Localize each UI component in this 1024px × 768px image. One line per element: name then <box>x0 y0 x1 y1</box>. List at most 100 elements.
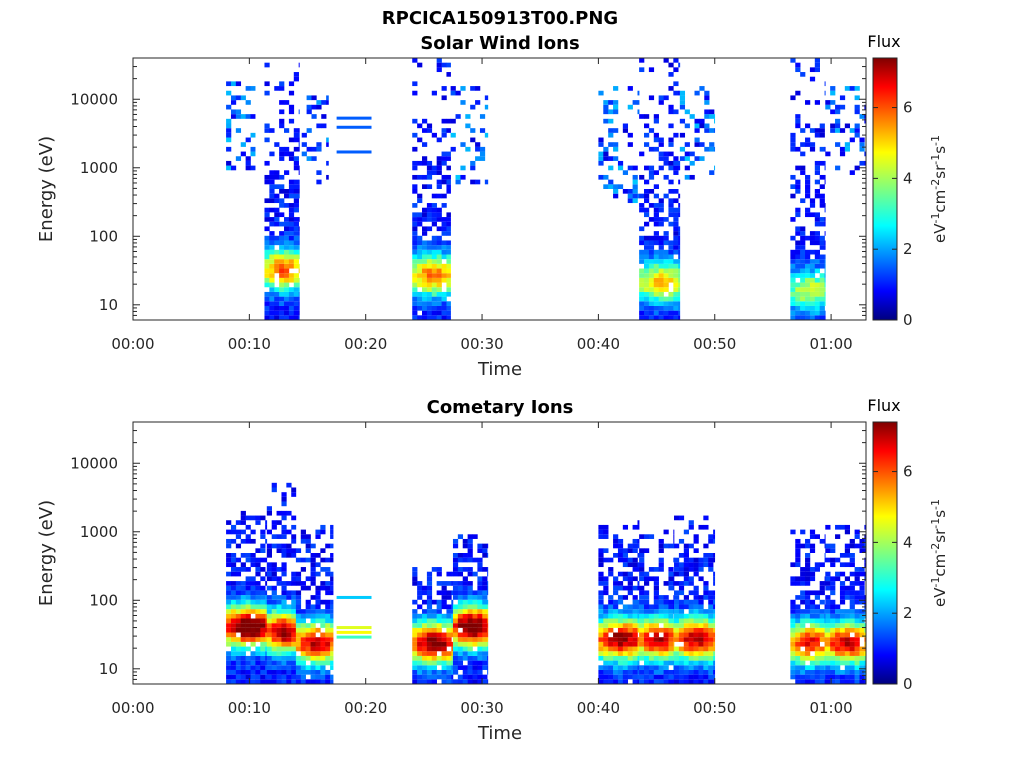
heatmap-cell <box>703 590 709 596</box>
heatmap-cell <box>482 548 488 553</box>
heatmap-cell <box>658 674 664 680</box>
heatmap-cell <box>441 590 447 596</box>
heatmap-cell <box>622 655 629 661</box>
heatmap-cell <box>688 669 694 675</box>
heatmap-cell <box>613 669 619 675</box>
heatmap-cell <box>330 609 334 614</box>
heatmap-cell <box>668 151 674 157</box>
heatmap-cell <box>310 623 316 628</box>
heatmap-cell <box>477 655 483 661</box>
heatmap-cell <box>266 585 272 591</box>
heatmap-cell <box>693 623 699 628</box>
heatmap-cell <box>814 641 820 647</box>
heatmap-cell <box>653 203 659 208</box>
heatmap-cell <box>422 174 428 180</box>
heatmap-cell <box>849 543 855 549</box>
heatmap-cell <box>824 627 826 633</box>
heatmap-cell <box>608 165 614 171</box>
heatmap-cell <box>864 118 867 124</box>
heatmap-cell <box>800 170 806 175</box>
heatmap-cell <box>708 567 714 572</box>
heatmap-cell <box>310 553 316 558</box>
heatmap-cell <box>250 585 256 591</box>
heatmap-cell <box>482 590 488 596</box>
heatmap-cell <box>286 646 292 652</box>
heatmap-cell <box>284 249 290 255</box>
heatmap-cell <box>805 291 811 297</box>
heatmap-cell <box>622 627 629 633</box>
heatmap-cell <box>291 590 297 596</box>
heatmap-cell <box>658 310 664 316</box>
heatmap-cell <box>412 203 418 208</box>
heatmap-cell <box>688 641 694 647</box>
heatmap-cell <box>279 86 285 91</box>
heatmap-cell <box>310 632 316 638</box>
heatmap-cell <box>436 296 442 302</box>
heatmap-cell <box>668 632 674 638</box>
heatmap-cell <box>284 189 290 194</box>
heatmap-cell <box>293 249 299 255</box>
heatmap-cell <box>462 595 468 600</box>
heatmap-cell <box>240 604 246 610</box>
heatmap-cell <box>279 310 285 316</box>
heatmap-cell <box>446 165 451 171</box>
heatmap-cell <box>598 562 604 568</box>
heatmap-cell <box>824 287 826 292</box>
heatmap-cell <box>422 646 428 652</box>
heatmap-cell <box>683 581 689 586</box>
x-tick-label: 00:50 <box>693 335 736 353</box>
colorbar <box>872 57 898 321</box>
heatmap-cell <box>839 524 846 530</box>
heatmap-cell <box>265 623 268 628</box>
heatmap-cell <box>644 240 650 246</box>
heatmap-cell <box>668 641 674 647</box>
heatmap-cell <box>598 669 604 675</box>
heatmap-cell <box>291 534 297 539</box>
heatmap-cell <box>446 231 451 236</box>
heatmap-cell <box>653 235 659 241</box>
heatmap-cell <box>790 259 796 264</box>
heatmap-cell <box>477 641 483 647</box>
heatmap-cell <box>417 651 423 656</box>
heatmap-cell <box>412 623 418 628</box>
heatmap-cell <box>477 567 483 572</box>
heatmap-cell <box>240 669 246 675</box>
heatmap-cell <box>674 613 680 619</box>
heatmap-cell <box>648 655 655 661</box>
heatmap-cell <box>603 100 609 105</box>
heatmap-cell <box>824 674 826 680</box>
heatmap-cell <box>835 627 841 633</box>
heatmap-cell <box>639 618 645 624</box>
heatmap-cell <box>658 613 664 619</box>
heatmap-cell <box>412 287 418 292</box>
heatmap-cell <box>279 273 285 278</box>
heatmap-cell <box>271 646 277 652</box>
heatmap-cell <box>809 604 816 610</box>
heatmap-cell <box>436 310 442 316</box>
heatmap-cell <box>835 118 841 124</box>
heatmap-cell <box>260 646 266 652</box>
heatmap-cell <box>849 170 855 175</box>
heatmap-cell <box>457 641 464 647</box>
heatmap-cell <box>300 665 306 670</box>
heatmap-cell <box>819 132 825 138</box>
heatmap-cell <box>809 627 816 633</box>
heatmap-cell <box>325 641 331 647</box>
heatmap-cell <box>678 179 681 185</box>
heatmap-cell <box>240 651 246 656</box>
heatmap-cell <box>245 665 251 670</box>
heatmap-cell <box>264 245 270 250</box>
heatmap-cell <box>250 132 256 138</box>
heatmap-cell <box>240 599 246 605</box>
heatmap-cell <box>316 100 322 105</box>
heatmap-cell <box>663 160 669 166</box>
heatmap-cell <box>250 151 256 157</box>
heatmap-cell <box>663 543 669 549</box>
heatmap-cell <box>824 604 826 610</box>
heatmap-cell <box>849 137 855 143</box>
heatmap-cell <box>849 585 855 591</box>
heatmap-cell <box>668 104 674 110</box>
heatmap-cell <box>653 259 659 264</box>
heatmap-cell <box>426 646 433 652</box>
heatmap-cell <box>639 623 645 628</box>
